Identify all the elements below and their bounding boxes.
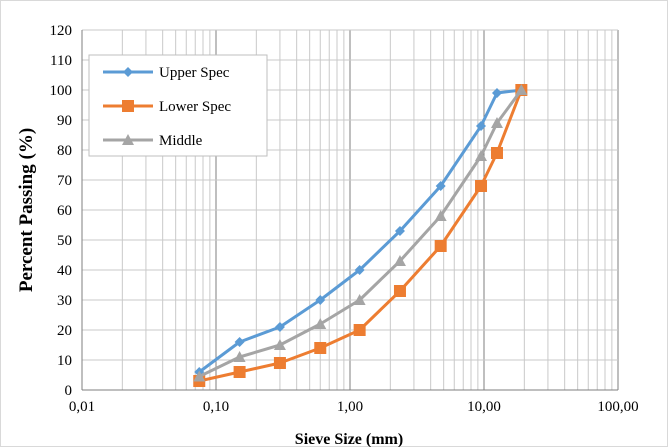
x-tick-label: 0,10 bbox=[203, 399, 229, 415]
y-tick-label: 10 bbox=[57, 353, 72, 369]
y-tick-label: 50 bbox=[57, 233, 72, 249]
y-tick-labels: 0 10 20 30 40 50 60 70 80 90 100 110 120 bbox=[50, 23, 73, 399]
data-point bbox=[193, 370, 206, 382]
legend-entry: Lower Spec bbox=[103, 99, 231, 115]
y-tick-label: 120 bbox=[50, 23, 73, 39]
y-tick-label: 100 bbox=[50, 83, 73, 99]
data-point bbox=[314, 318, 327, 329]
x-tick-label: 10,00 bbox=[467, 399, 501, 415]
data-point bbox=[353, 324, 366, 336]
data-point bbox=[353, 294, 366, 305]
y-tick-label: 80 bbox=[57, 143, 72, 159]
data-point bbox=[394, 226, 405, 236]
x-axis-title: Sieve Size (mm) bbox=[295, 431, 403, 447]
legend: Upper Spec Lower Spec Middle bbox=[88, 54, 268, 157]
data-point bbox=[314, 342, 327, 354]
data-point bbox=[273, 357, 286, 369]
x-tick-labels: 0,01 0,10 1,00 10,00 100,00 bbox=[69, 399, 639, 415]
series bbox=[193, 84, 528, 387]
legend-entry: Middle bbox=[103, 133, 203, 149]
data-point bbox=[122, 134, 134, 145]
legend-label: Lower Spec bbox=[159, 99, 231, 115]
y-tick-label: 110 bbox=[50, 53, 72, 69]
data-point bbox=[475, 180, 488, 192]
y-tick-label: 70 bbox=[57, 173, 72, 189]
legend-label: Middle bbox=[159, 133, 203, 149]
data-point bbox=[233, 366, 246, 378]
series-line bbox=[198, 88, 522, 374]
legend-label: Upper Spec bbox=[159, 65, 230, 81]
legend-entry: Upper Spec bbox=[103, 65, 230, 81]
data-point bbox=[234, 337, 245, 347]
data-point bbox=[435, 181, 446, 191]
series-line bbox=[198, 89, 523, 378]
data-point bbox=[490, 147, 503, 159]
data-point bbox=[274, 322, 285, 332]
data-point bbox=[123, 67, 133, 77]
data-point bbox=[393, 285, 406, 297]
y-tick-label: 40 bbox=[57, 263, 72, 279]
data-point bbox=[393, 255, 406, 266]
data-point bbox=[354, 265, 365, 275]
data-point bbox=[233, 351, 246, 362]
y-tick-label: 90 bbox=[57, 113, 72, 129]
y-axis-title: Percent Passing (%) bbox=[16, 128, 37, 292]
series-line bbox=[198, 89, 523, 383]
x-tick-label: 100,00 bbox=[597, 399, 638, 415]
data-point bbox=[476, 121, 487, 131]
data-point bbox=[122, 100, 134, 112]
data-point bbox=[475, 150, 488, 161]
data-point bbox=[273, 339, 286, 350]
y-tick-label: 0 bbox=[65, 383, 73, 399]
x-tick-label: 0,01 bbox=[69, 399, 95, 415]
data-point bbox=[515, 84, 528, 95]
data-point bbox=[491, 88, 502, 98]
y-tick-label: 60 bbox=[57, 203, 72, 219]
data-point bbox=[434, 210, 447, 221]
y-tick-label: 30 bbox=[57, 293, 72, 309]
y-tick-label: 20 bbox=[57, 323, 72, 339]
data-point bbox=[434, 240, 447, 252]
x-tick-label: 1,00 bbox=[337, 399, 363, 415]
data-point bbox=[490, 117, 503, 128]
series-middle bbox=[193, 84, 528, 382]
data-point bbox=[315, 295, 326, 305]
